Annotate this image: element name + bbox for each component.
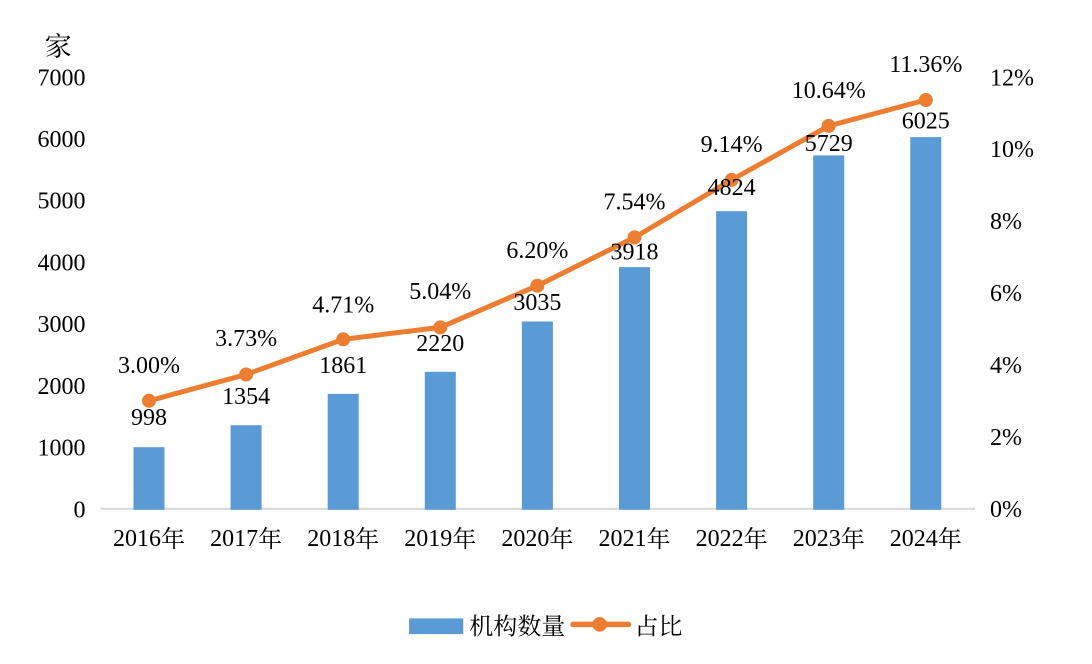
svg-text:6000: 6000: [38, 127, 86, 153]
svg-text:6%: 6%: [990, 281, 1022, 307]
svg-text:12%: 12%: [990, 65, 1034, 91]
svg-text:2022: 2022: [696, 526, 744, 552]
svg-text:4%: 4%: [990, 353, 1022, 379]
svg-text:2016: 2016: [113, 526, 161, 552]
svg-text:1861: 1861: [319, 353, 367, 379]
svg-text:0: 0: [74, 497, 86, 523]
svg-text:2021: 2021: [599, 526, 647, 552]
svg-text:11.36%: 11.36%: [889, 52, 962, 78]
svg-text:4000: 4000: [38, 250, 86, 276]
svg-text:4.71%: 4.71%: [312, 292, 374, 318]
svg-text:6025: 6025: [902, 109, 950, 135]
svg-text:998: 998: [131, 405, 167, 431]
svg-text:0%: 0%: [990, 497, 1022, 523]
svg-text:3.00%: 3.00%: [118, 353, 180, 379]
svg-text:10.64%: 10.64%: [792, 78, 866, 104]
svg-text:6.20%: 6.20%: [506, 238, 568, 264]
svg-text:8%: 8%: [990, 209, 1022, 235]
svg-text:7.54%: 7.54%: [604, 189, 666, 215]
svg-text:9.14%: 9.14%: [701, 132, 763, 158]
svg-text:1000: 1000: [38, 436, 86, 462]
svg-text:7000: 7000: [38, 65, 86, 91]
svg-text:5729: 5729: [805, 131, 853, 157]
svg-text:2024: 2024: [890, 526, 938, 552]
svg-text:2220: 2220: [416, 331, 464, 357]
svg-text:5000: 5000: [38, 189, 86, 215]
svg-text:5.04%: 5.04%: [409, 279, 471, 305]
svg-text:2019: 2019: [404, 526, 452, 552]
svg-text:2020: 2020: [501, 526, 549, 552]
svg-text:2023: 2023: [793, 526, 841, 552]
svg-text:2000: 2000: [38, 374, 86, 400]
svg-text:10%: 10%: [990, 137, 1034, 163]
svg-text:3.73%: 3.73%: [215, 326, 277, 352]
svg-text:3918: 3918: [611, 240, 659, 266]
svg-text:2%: 2%: [990, 425, 1022, 451]
svg-text:2018: 2018: [307, 526, 355, 552]
svg-text:2017: 2017: [210, 526, 258, 552]
svg-text:3035: 3035: [513, 290, 561, 316]
svg-text:1354: 1354: [222, 384, 270, 410]
svg-text:3000: 3000: [38, 312, 86, 338]
svg-text:4824: 4824: [708, 175, 756, 201]
